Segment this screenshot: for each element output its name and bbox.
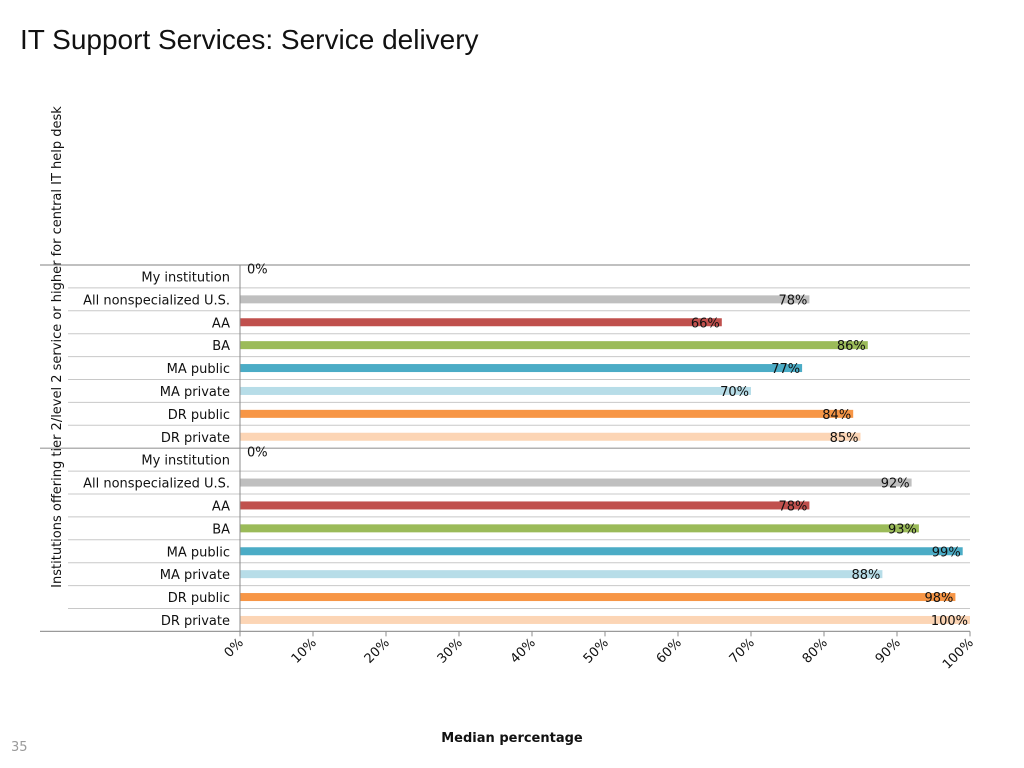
- value-label: 84%: [822, 408, 851, 423]
- x-tick-label: 20%: [362, 636, 393, 667]
- value-label: 78%: [778, 293, 807, 308]
- page-number: 35: [11, 740, 28, 755]
- y-axis-title-group: Institutions offering tier 2/level 2 ser…: [50, 106, 65, 588]
- category-label: MA public: [167, 362, 230, 377]
- bar: [240, 432, 861, 441]
- value-label: 70%: [720, 385, 749, 400]
- bar: [240, 364, 803, 373]
- value-label: 92%: [881, 477, 910, 492]
- bar: [240, 593, 956, 602]
- category-label: DR private: [161, 614, 230, 629]
- x-axis: 0% 10% 20% 30% 40% 50% 60% 70% 80% 90% 100%: [222, 631, 977, 673]
- category-label: AA: [212, 499, 230, 514]
- category-label: MA private: [160, 568, 230, 583]
- bar: [240, 478, 912, 487]
- bar: [240, 615, 970, 624]
- bar: [240, 386, 751, 395]
- bar: [240, 409, 854, 418]
- slide-title: IT Support Services: Service delivery: [20, 24, 479, 55]
- category-label: My institution: [141, 454, 230, 469]
- value-label: 0%: [247, 262, 268, 277]
- category-label: MA private: [160, 385, 230, 400]
- x-tick-label: 70%: [727, 636, 758, 667]
- value-label: 86%: [837, 339, 866, 354]
- category-label: All nonspecialized U.S.: [83, 477, 230, 492]
- category-label: My institution: [141, 270, 230, 285]
- x-tick-label: 50%: [581, 636, 612, 667]
- bar: [240, 524, 919, 533]
- value-label: 100%: [931, 614, 968, 629]
- bar: [240, 295, 810, 304]
- value-label: 88%: [851, 568, 880, 583]
- x-tick-label: 90%: [873, 636, 904, 667]
- bar: [240, 547, 963, 556]
- x-tick-label: 30%: [435, 636, 466, 667]
- category-label: DR public: [168, 408, 230, 423]
- x-tick-label: 60%: [654, 636, 685, 667]
- category-label: DR public: [168, 591, 230, 606]
- x-tick-label: 10%: [289, 636, 320, 667]
- category-label: MA public: [167, 545, 230, 560]
- value-label: 78%: [778, 499, 807, 514]
- category-label: All nonspecialized U.S.: [83, 293, 230, 308]
- value-label: 77%: [771, 362, 800, 377]
- x-tick-label: 0%: [222, 636, 247, 661]
- x-tick-label: 80%: [800, 636, 831, 667]
- x-tick-label: 40%: [508, 636, 539, 667]
- category-label: BA: [212, 522, 230, 537]
- bar: [240, 341, 868, 350]
- y-axis-title: Institutions offering tier 2/level 2 ser…: [50, 106, 65, 588]
- category-label: BA: [212, 339, 230, 354]
- category-label: DR private: [161, 431, 230, 446]
- value-label: 98%: [924, 591, 953, 606]
- x-axis-title: Median percentage: [441, 731, 583, 746]
- chart-rows: My institution 0% All nonspecialized U.S. 7…: [40, 262, 970, 633]
- value-label: 66%: [691, 316, 720, 331]
- value-label: 99%: [932, 545, 961, 560]
- value-label: 85%: [830, 431, 859, 446]
- value-label: 0%: [247, 446, 268, 461]
- category-label: AA: [212, 316, 230, 331]
- bar: [240, 501, 810, 510]
- x-tick-label: 100%: [940, 636, 977, 673]
- bar: [240, 318, 722, 327]
- value-label: 93%: [888, 522, 917, 537]
- bar: [240, 570, 883, 579]
